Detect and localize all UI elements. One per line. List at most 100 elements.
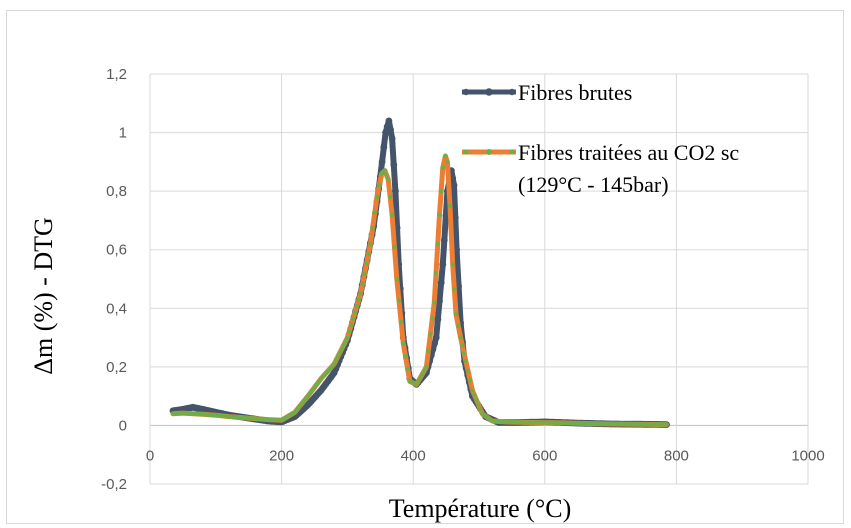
data-point — [341, 342, 346, 348]
data-point — [472, 392, 477, 398]
y-tick-label: 0,4 — [106, 300, 127, 317]
data-point — [360, 281, 365, 286]
data-point — [445, 159, 450, 165]
data-point — [364, 261, 369, 266]
series-group — [169, 117, 670, 428]
grid-lines — [149, 73, 809, 485]
x-tick-label: 200 — [269, 447, 294, 464]
data-point — [437, 279, 445, 287]
data-point — [386, 177, 391, 182]
data-point — [333, 358, 339, 363]
y-tick-label: 0 — [119, 417, 127, 434]
data-point — [664, 422, 669, 427]
data-point — [378, 158, 386, 166]
data-point — [343, 339, 348, 344]
data-point — [389, 212, 395, 217]
data-point — [436, 297, 443, 305]
x-tick-label: 600 — [532, 447, 557, 464]
data-point — [456, 323, 461, 329]
x-tick-label: 1000 — [791, 447, 824, 464]
data-point — [433, 270, 439, 276]
data-point — [461, 351, 467, 356]
data-point — [447, 203, 453, 208]
data-point — [418, 375, 423, 380]
data-point — [332, 361, 337, 367]
data-point — [451, 214, 459, 221]
legend-label: Fibres traitées au CO2 sc — [518, 140, 739, 165]
data-point — [424, 364, 429, 370]
legend-label: (129°C - 145bar) — [518, 172, 669, 197]
data-point — [368, 241, 373, 247]
data-point — [405, 366, 410, 371]
data-point — [463, 358, 468, 364]
data-point — [453, 311, 459, 317]
y-tick-label: 1 — [119, 125, 127, 142]
data-point — [350, 316, 356, 321]
data-point — [385, 117, 393, 125]
y-tick-label: -0,2 — [101, 476, 127, 493]
data-point — [432, 334, 440, 341]
data-point — [455, 282, 462, 290]
data-point — [388, 194, 393, 200]
data-point — [440, 236, 448, 244]
data-point — [347, 329, 352, 334]
data-point — [478, 406, 483, 412]
data-point — [422, 368, 427, 373]
data-point — [450, 262, 455, 267]
data-point — [354, 304, 359, 309]
data-point — [437, 212, 442, 217]
data-point — [396, 298, 402, 303]
data-point — [434, 315, 442, 323]
data-point — [394, 276, 399, 282]
legend-swatch-marker — [463, 149, 469, 155]
data-point — [372, 210, 377, 215]
data-point — [458, 335, 463, 340]
data-point — [384, 172, 389, 178]
data-point — [439, 188, 444, 194]
data-point — [370, 226, 375, 231]
data-point — [387, 126, 394, 133]
data-point — [380, 143, 388, 151]
data-point — [401, 341, 406, 346]
data-point — [450, 181, 458, 189]
y-tick-label: 0,6 — [106, 242, 127, 259]
legend-swatch-marker — [462, 88, 470, 96]
legend-swatch-marker — [485, 88, 493, 96]
tick-labels: -0,2 0 0,2 0,4 0,6 0,8 1 1,2 0 200 400 600 800 1000 — [101, 66, 825, 493]
data-point — [337, 350, 343, 355]
data-point — [345, 335, 350, 340]
data-point — [460, 343, 465, 348]
x-tick-label: 800 — [664, 447, 689, 464]
data-point — [382, 129, 389, 137]
y-tick-label: 0,8 — [106, 183, 127, 200]
data-point — [392, 187, 399, 195]
data-point — [432, 300, 437, 305]
data-point — [449, 174, 457, 182]
legend-swatch-marker — [486, 149, 492, 155]
legend-label: Fibres brutes — [518, 80, 632, 105]
data-point — [465, 368, 471, 373]
data-point — [470, 388, 475, 393]
data-point — [362, 271, 367, 276]
data-point — [431, 340, 438, 347]
data-point — [435, 241, 440, 247]
data-point — [440, 165, 445, 170]
legend-entry: Fibres brutes — [462, 80, 632, 105]
data-point — [366, 251, 371, 256]
data-point — [392, 244, 397, 249]
x-axis-title: Température (°C) — [389, 494, 572, 523]
data-point — [398, 319, 404, 325]
data-point — [443, 153, 448, 159]
data-point — [374, 194, 380, 200]
data-point — [453, 246, 460, 254]
data-point — [468, 378, 473, 383]
data-point — [356, 297, 361, 303]
legend-swatch-marker — [508, 88, 516, 96]
data-point — [352, 310, 358, 315]
data-point — [403, 353, 408, 359]
series-fibres-traitees — [170, 153, 669, 428]
data-point — [358, 291, 363, 296]
data-point — [382, 168, 388, 173]
legend: Fibres brutes Fibres traitées au CO2 sc (1… — [462, 80, 739, 197]
